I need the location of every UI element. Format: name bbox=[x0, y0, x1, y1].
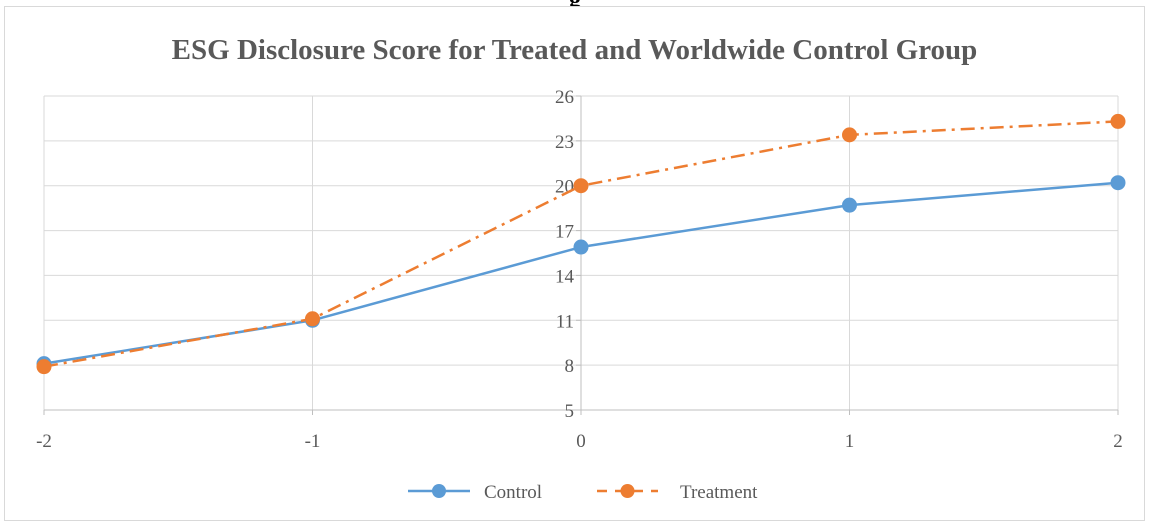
legend: Control Treatment bbox=[408, 482, 758, 503]
data-point-control bbox=[842, 197, 857, 213]
data-point-control bbox=[1110, 175, 1126, 191]
x-tick-label: -2 bbox=[36, 431, 52, 452]
y-tick-label: 26 bbox=[555, 87, 574, 108]
data-point-treatment bbox=[305, 311, 320, 327]
data-point-treatment bbox=[573, 178, 589, 194]
series bbox=[36, 113, 1126, 375]
axes bbox=[43, 95, 1119, 415]
data-point-treatment bbox=[842, 127, 857, 143]
legend-marker-control bbox=[432, 484, 446, 498]
chart-frame bbox=[4, 6, 1145, 521]
legend-label-treatment: Treatment bbox=[680, 482, 758, 503]
data-point-control bbox=[573, 239, 589, 255]
x-tick-label: 0 bbox=[576, 431, 586, 452]
data-point-treatment bbox=[36, 359, 52, 375]
legend-label-control: Control bbox=[484, 482, 542, 503]
y-tick-label: 14 bbox=[555, 266, 575, 287]
y-tick-label: 23 bbox=[555, 132, 574, 153]
y-tick-label: 11 bbox=[556, 311, 574, 332]
x-tick-label: 1 bbox=[845, 431, 855, 452]
y-tick-label: 5 bbox=[565, 401, 575, 422]
x-tick-label: 2 bbox=[1113, 431, 1123, 452]
chart-title: ESG Disclosure Score for Treated and Wor… bbox=[171, 34, 978, 66]
y-tick-label: 17 bbox=[555, 222, 574, 243]
x-tick-label: -1 bbox=[305, 431, 321, 452]
x-tick-labels: -2 -1 0 1 2 bbox=[36, 431, 1123, 452]
y-tick-label: 8 bbox=[565, 356, 575, 377]
legend-marker-treatment bbox=[620, 484, 635, 498]
data-point-treatment bbox=[1110, 113, 1126, 129]
